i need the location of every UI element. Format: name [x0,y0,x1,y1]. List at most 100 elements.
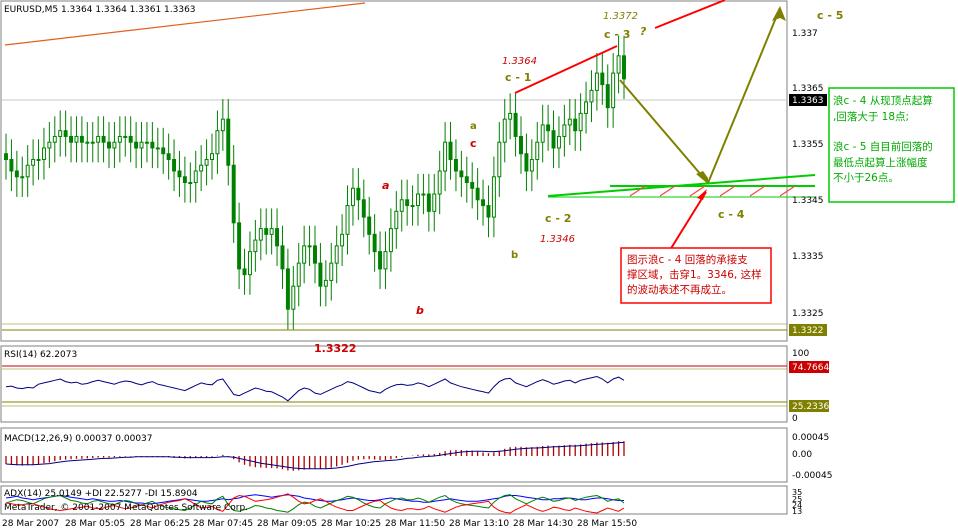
candle-body [307,245,312,248]
green-note-line-3 [833,125,953,140]
x-label-6: 28 Mar 11:50 [385,519,445,529]
x-label-9: 28 Mar 15:50 [577,519,637,529]
x-label-0: 28 Mar 2007 [2,519,59,529]
candle-body [567,118,572,126]
candle-body [177,170,182,178]
candle-body [231,164,236,224]
x-label-1: 28 Mar 05:05 [65,519,125,529]
candle-body [237,222,242,270]
candle-body [226,118,231,166]
macd-panel-frame [0,427,788,483]
label-c3: c - 3 [604,28,630,41]
y-tick-1-3325: 1.3325 [792,309,824,319]
label-1-3372: 1.3372 [603,11,638,22]
candle-body [96,135,101,143]
red-note-line-3: 的波动表述不再成立。 [627,284,732,296]
label-1-3346: 1.3346 [540,234,575,245]
red-arrowhead [697,189,707,200]
candle-body [405,199,410,207]
x-label-2: 28 Mar 06:25 [130,519,190,529]
candle-body [475,187,480,201]
candle-body [90,141,95,144]
candle-body [589,89,594,103]
candle-body [562,124,567,137]
candle-body [361,199,366,218]
candle-body [388,228,393,253]
candle-body [513,112,518,137]
candle-body [58,130,63,137]
macd-signal-line [5,441,625,470]
candle-body [150,141,155,149]
candle-body [529,158,534,172]
current-price-tag [789,94,827,106]
candle-body [459,170,464,178]
candle-body [172,158,177,172]
candle-body [4,153,8,160]
candle-body [378,251,383,270]
macd-tick-bottom: -0.00045 [792,471,832,481]
candle-body [20,176,25,179]
candle-body [421,193,426,196]
candle-body [36,158,41,161]
label-1-3322: 1.3322 [314,342,356,355]
candle-body [107,141,111,149]
candle-body [280,245,285,270]
candle-body [416,193,420,207]
candle-body [258,228,263,241]
red-note-box [620,247,772,304]
candle-body [394,210,399,230]
candle-body [182,176,187,184]
green-note-line-5: 最低点起算上涨幅度 [833,156,928,169]
candle-body [616,55,621,74]
candle-body [47,141,52,149]
candle-body [193,170,198,184]
y-tick-1-3365: 1.3365 [792,84,824,94]
candle-body [611,72,616,109]
green-note-line-2: ,回落大于 18点; [833,110,910,123]
price-panel-frame [0,0,788,342]
red-note: 图示浪c - 4 回落的承接支 撑区域，击穿1。3346, 这样 的波动表述不再… [627,253,769,298]
candle-body [210,153,214,160]
red-channel-line-upper [654,0,726,29]
candle-body [551,130,556,149]
candle-body [556,135,561,149]
candle-body [128,135,133,143]
adx-tick-24: 24 [792,501,802,510]
macd-tick-zero: 0.00 [792,450,812,460]
candle-body [432,193,437,212]
support-price-tag [789,324,827,336]
candle-body [524,153,529,172]
rsi-tick-0: 0 [792,414,798,424]
rsi-upper-tag [789,361,829,373]
candle-body [367,216,372,235]
rsi-lower-value: 25.2336 [792,402,829,412]
label-c-red: c [470,137,477,150]
candle-body [117,135,122,143]
candle-body [573,118,578,132]
candle-body [269,228,274,235]
label-a-red: a [382,179,389,192]
candle-body [204,158,209,166]
candle-body [334,245,339,264]
y-tick-1-3335: 1.3335 [792,252,824,262]
green-note-line-6: 不小于26点。 [833,172,899,184]
x-label-8: 28 Mar 14:30 [513,519,573,529]
label-b-olive: b [511,250,518,261]
label-c2: c - 2 [545,212,571,225]
candle-body [242,268,247,276]
candle-body [69,135,74,143]
adx-tick-35: 35 [792,488,802,497]
green-note: 浪c - 4 从现顶点起算 ,回落大于 18点; 浪c - 5 自目前回落的 最… [833,94,953,187]
x-label-3: 28 Mar 07:45 [193,519,253,529]
candle-body [253,239,258,253]
candle-body [31,158,36,166]
rsi-line [5,375,625,402]
candle-body [199,164,204,172]
y-tick-1-3345: 1.3345 [792,196,824,206]
candle-body [486,205,491,218]
candle-body [275,228,280,247]
candle-body [578,112,583,132]
candle-body [313,245,317,264]
candle-body [247,251,252,276]
candle-body [540,124,545,143]
